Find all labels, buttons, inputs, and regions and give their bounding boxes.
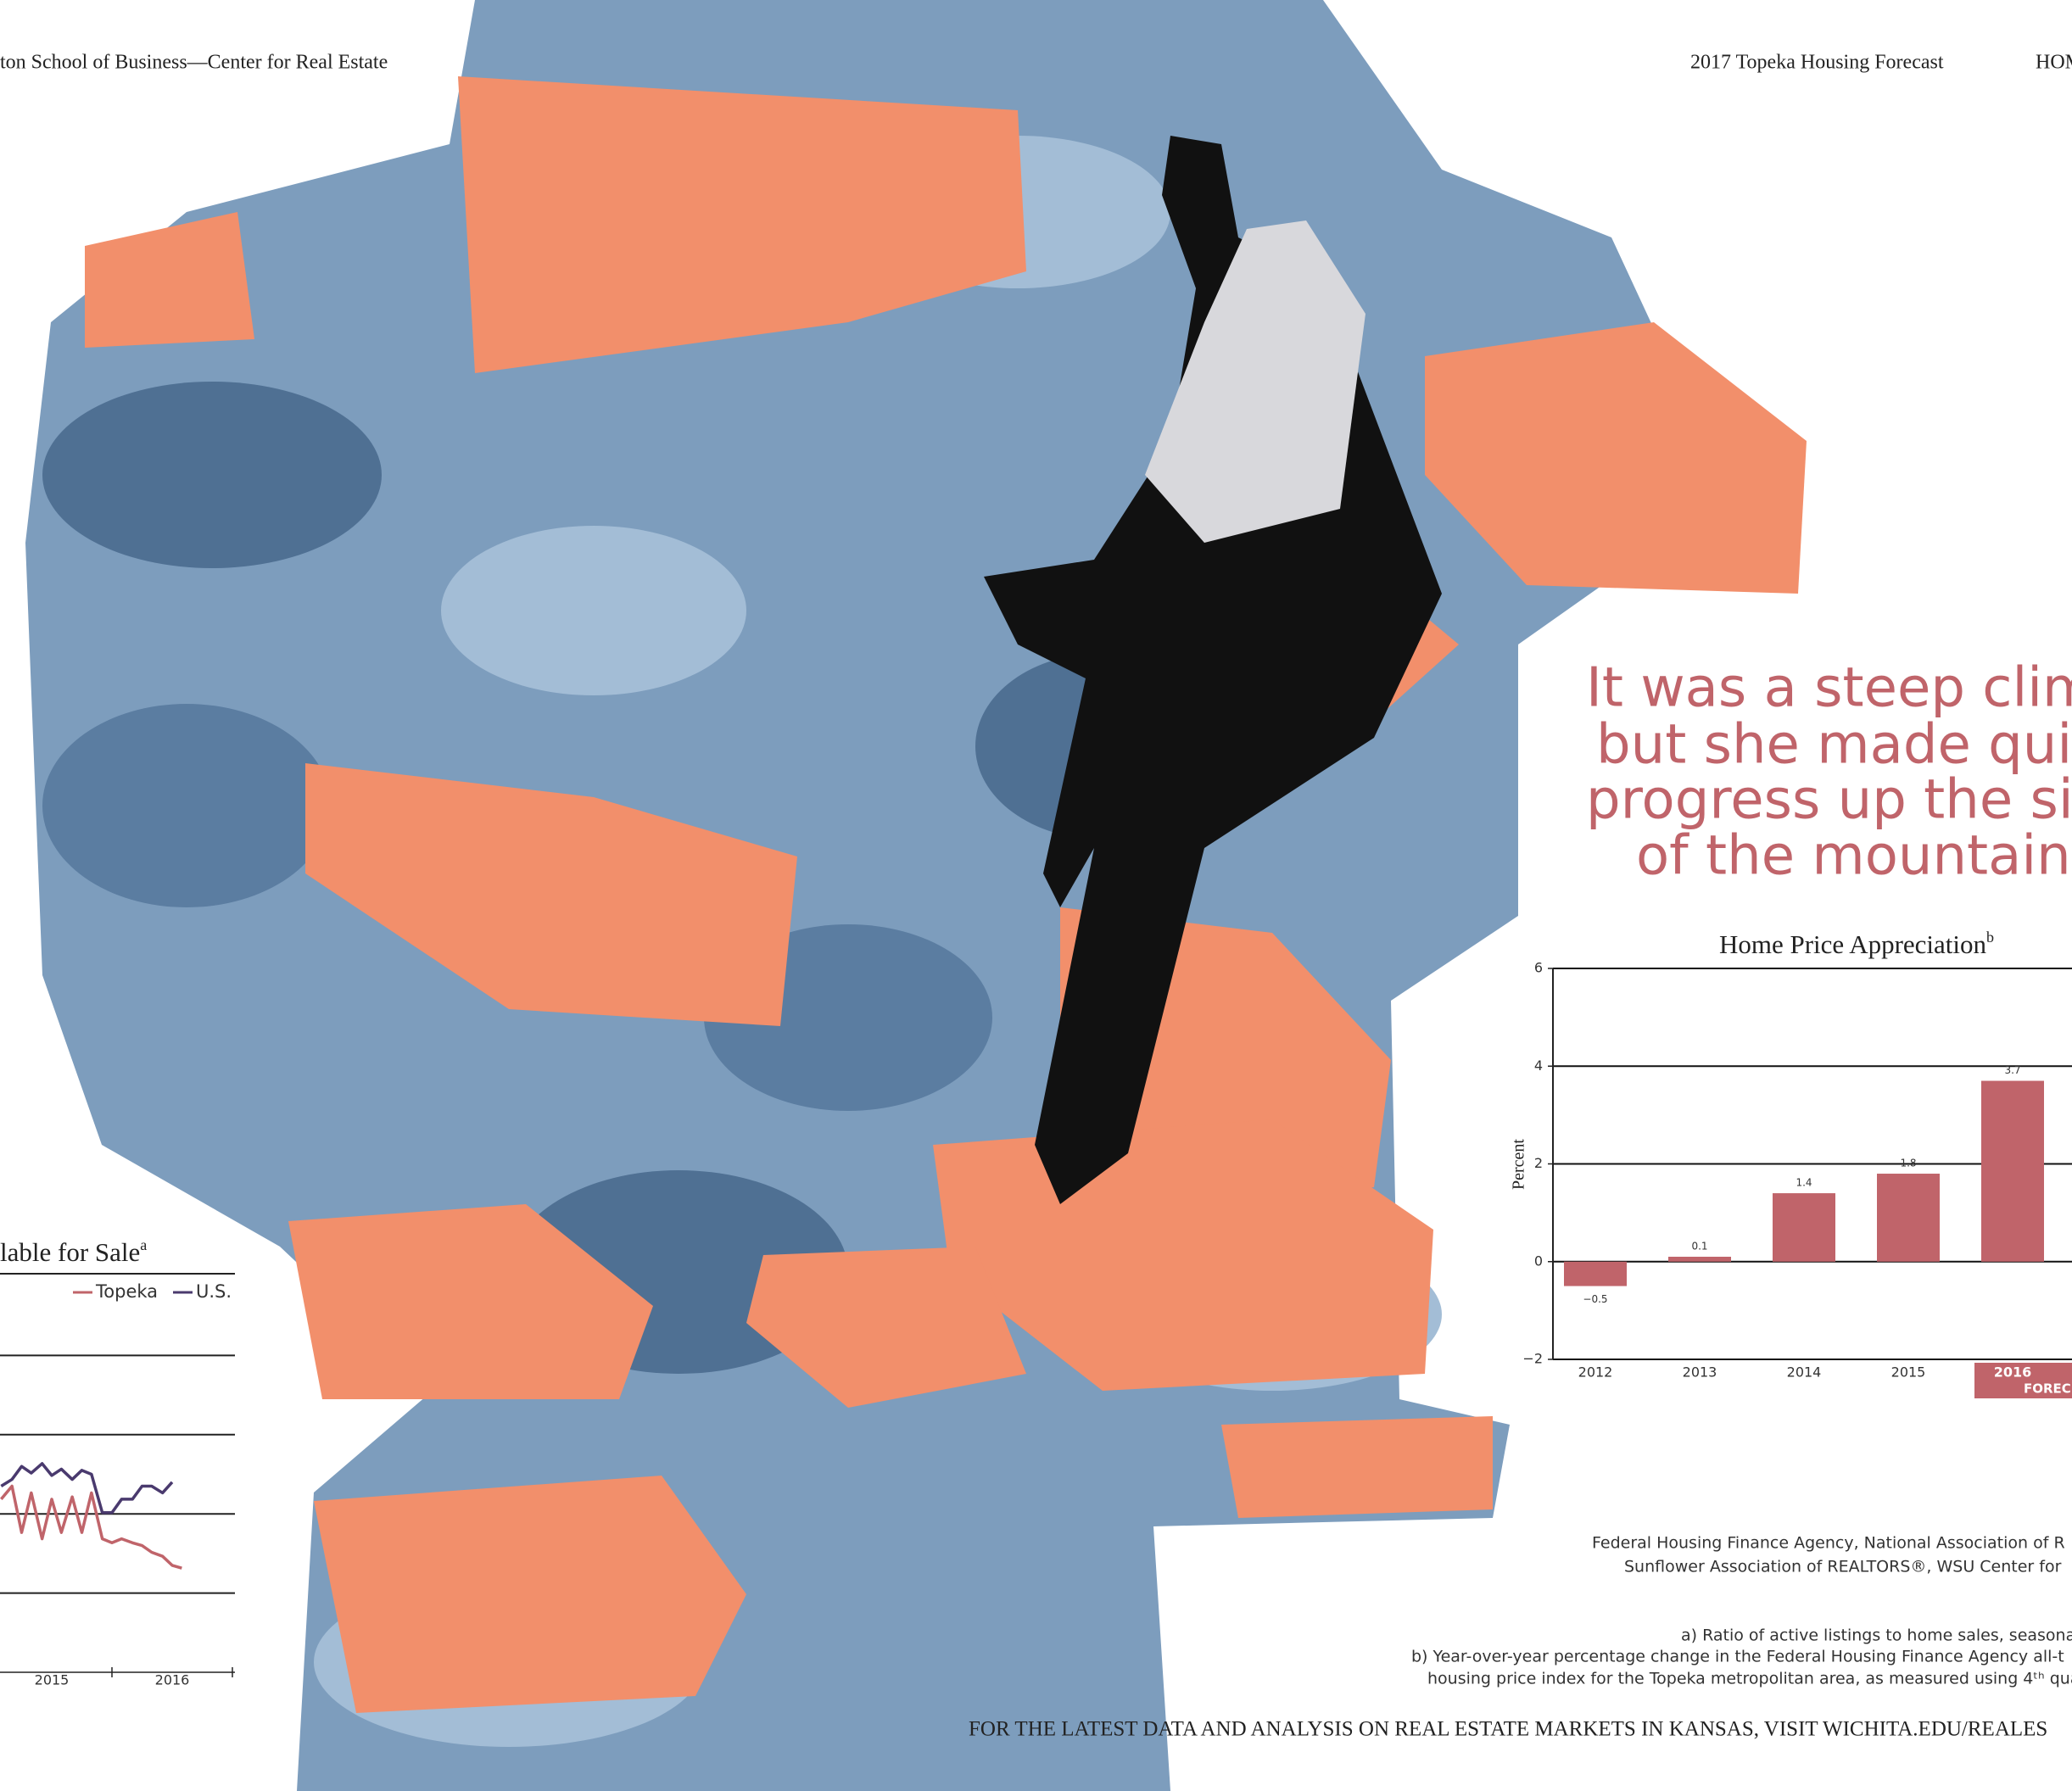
source-line: Sunflower Association of REALTORS®, WSU … xyxy=(1624,1558,2062,1576)
footnote-line: b) Year-over-year percentage change in t… xyxy=(1411,1648,2064,1666)
x-tick-label: 2012 xyxy=(1578,1364,1613,1381)
x-tick-label: 2013 xyxy=(1683,1364,1717,1381)
value-label: 3.7 xyxy=(2004,1064,2020,1076)
quote-line: progress up the sid xyxy=(1586,769,2072,832)
data-line xyxy=(0,1484,182,1570)
value-label: 1.8 xyxy=(1900,1158,1916,1169)
x-tick-label: 2016 xyxy=(155,1672,190,1688)
header-left: ton School of Business—Center for Real E… xyxy=(0,52,388,74)
quote-line: It was a steep clim xyxy=(1586,657,2072,720)
source-line: Federal Housing Finance Agency, National… xyxy=(1592,1534,2065,1553)
chart-title: lable for Salea xyxy=(0,1236,147,1267)
y-axis-label: Percent xyxy=(1510,1139,1528,1190)
title-text: lable for Sale xyxy=(0,1237,140,1267)
legend-label: Topeka xyxy=(95,1281,158,1302)
bar xyxy=(1773,1193,1835,1262)
title-superscript: b xyxy=(1986,929,1994,946)
title-text: Home Price Appreciation xyxy=(1719,929,1987,959)
chart-title: Home Price Appreciationb xyxy=(1719,929,1994,959)
x-tick-label: 2015 xyxy=(1891,1364,1926,1381)
x-tick-label: 2015 xyxy=(35,1672,70,1688)
legend-label: U.S. xyxy=(196,1281,232,1302)
y-tick-label: 0 xyxy=(1534,1253,1543,1269)
bar xyxy=(1877,1174,1940,1262)
bar xyxy=(1564,1261,1627,1286)
highlight-box xyxy=(1974,1363,2072,1398)
footnote-line: a) Ratio of active listings to home sale… xyxy=(1681,1626,2072,1645)
value-label: −0.5 xyxy=(1583,1293,1607,1305)
header-right: 2017 Topeka Housing Forecast xyxy=(1690,52,1944,74)
bar xyxy=(1981,1080,2044,1262)
y-tick-label: −2 xyxy=(1522,1351,1543,1367)
quote-line: of the mountain. xyxy=(1636,825,2072,888)
quote-line: but she made quic xyxy=(1596,714,2072,777)
bar xyxy=(1668,1256,1731,1262)
x-tick-label: 2014 xyxy=(1787,1364,1822,1381)
title-superscript: a xyxy=(140,1236,147,1253)
y-tick-label: 4 xyxy=(1534,1057,1543,1074)
highlight-label: FOREC xyxy=(2024,1381,2071,1397)
header-page: HOM xyxy=(2036,52,2072,74)
illustration xyxy=(25,0,1807,1791)
y-tick-label: 2 xyxy=(1534,1155,1543,1171)
data-line xyxy=(0,1462,174,1515)
footer: FOR THE LATEST DATA AND ANALYSIS ON REAL… xyxy=(969,1718,2047,1741)
footnote-line: housing price index for the Topeka metro… xyxy=(1427,1670,2072,1688)
y-tick-label: 6 xyxy=(1534,960,1543,976)
x-tick-label: 2016 xyxy=(1994,1364,2032,1381)
value-label: 1.4 xyxy=(1796,1177,1812,1189)
value-label: 0.1 xyxy=(1691,1240,1707,1252)
